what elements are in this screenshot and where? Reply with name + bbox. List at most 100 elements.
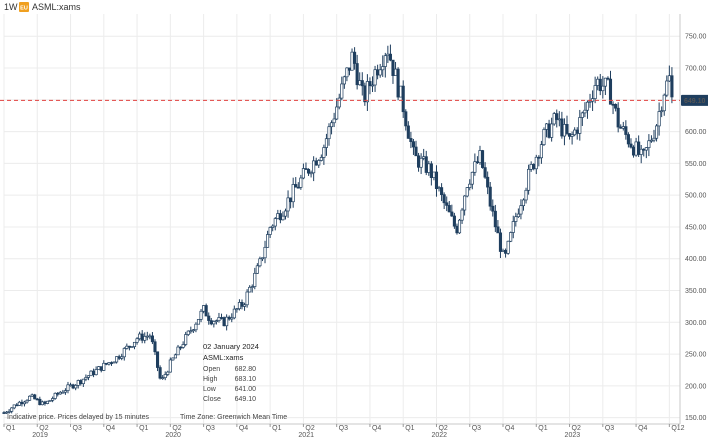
y-tick-label: 750.00 [685, 34, 707, 41]
x-tick-label: 2 [681, 425, 685, 432]
candle-body [555, 113, 559, 120]
candle-body [409, 138, 413, 143]
y-tick-label: 150.00 [685, 415, 707, 422]
candle-body [266, 234, 270, 248]
candle-body [424, 156, 428, 173]
x-tick-label: Q2 [438, 425, 447, 432]
candle-body [557, 118, 561, 121]
tooltip-high-label: High [203, 376, 218, 383]
candle-body [168, 359, 172, 373]
candle-body [516, 213, 520, 218]
candle-body [145, 335, 149, 338]
candle-body [281, 215, 285, 221]
candle-body [470, 171, 474, 185]
tooltip-date: 02 January 2024 [203, 342, 259, 351]
candle-body [391, 59, 395, 76]
candle-body [383, 55, 387, 67]
x-tick-label: Q1 [671, 425, 680, 432]
candle-body [38, 398, 42, 406]
candle-body [278, 213, 282, 221]
candle-body [347, 67, 352, 71]
tooltip-close-label: Close [203, 396, 221, 403]
candle-body [289, 197, 293, 203]
candle-body [322, 147, 326, 158]
candle-body [655, 125, 659, 139]
candle-body [381, 66, 385, 71]
candle-body [66, 384, 70, 391]
candle-body [639, 148, 643, 155]
candle-body [22, 401, 27, 405]
candle-body [48, 399, 52, 402]
candle-body [153, 341, 157, 353]
candle-body [250, 286, 254, 288]
candle-body [463, 195, 467, 211]
candle-body [404, 111, 408, 127]
chart-header: 1W EU ASML:xams [4, 2, 81, 12]
x-tick-label: Q3 [206, 425, 215, 432]
candle-body [191, 329, 195, 332]
candle-body [99, 366, 103, 371]
candle-body [268, 227, 272, 235]
candle-body [498, 232, 503, 252]
candle-body [79, 380, 83, 385]
symbol-label[interactable]: ASML:xams [32, 2, 81, 12]
chart-footer: Indicative price. Prices delayed by 15 m… [7, 414, 287, 421]
y-tick-label: 700.00 [685, 66, 707, 73]
candle-body [491, 205, 495, 212]
candle-body [524, 189, 528, 201]
candle-body [537, 156, 541, 159]
x-axis: Q1 Q2 Q3 Q4 Q1 Q2 Q3 Q4 Q1 Q2 Q3 Q4 Q1 Q2 Q3 Q4 Q1 Q2 Q3 Q4… [3, 424, 685, 438]
candle-body [460, 209, 464, 221]
candle-body [230, 317, 234, 320]
candle-body [465, 187, 469, 197]
candle-body [388, 53, 392, 61]
x-tick-label: Q4 [372, 425, 381, 432]
candle-body [163, 374, 167, 379]
candle-body [235, 308, 239, 311]
candlestick-series [2, 44, 674, 414]
candle-body [368, 81, 372, 87]
candle-body [291, 184, 295, 203]
candle-body [317, 160, 321, 166]
candle-body [496, 226, 500, 234]
x-tick-label: Q4 [106, 425, 115, 432]
candle-body [539, 144, 543, 159]
candle-body [112, 361, 116, 364]
candle-body [660, 110, 664, 113]
ohlc-tooltip: 02 January 2024 ASML:xams Open 682.80 Hi… [203, 342, 259, 403]
y-tick-label: 200.00 [685, 383, 707, 390]
candle-body [150, 335, 154, 343]
x-tick-label: Q1 [139, 425, 148, 432]
candle-body [273, 218, 277, 227]
candle-body [299, 177, 303, 188]
candle-body [376, 69, 380, 76]
candle-body [455, 225, 459, 234]
candle-body [171, 357, 175, 361]
candle-body [411, 141, 415, 148]
candle-body [363, 85, 367, 103]
candle-body [511, 221, 515, 233]
tooltip-symbol: ASML:xams [203, 353, 244, 362]
candle-body [155, 351, 160, 368]
candle-body [550, 123, 554, 138]
candle-body [330, 122, 334, 128]
candle-body [386, 53, 390, 57]
candle-body [473, 161, 477, 173]
candle-body [248, 286, 252, 293]
candle-body [294, 184, 298, 188]
candle-body [393, 68, 398, 76]
candle-body [529, 163, 533, 170]
candle-body [422, 156, 426, 159]
candle-body [102, 362, 106, 371]
candle-body [61, 391, 65, 394]
candle-body [245, 291, 249, 306]
x-tick-label: Q1 [538, 425, 547, 432]
x-tick-label: Q1 [405, 425, 414, 432]
interval-label[interactable]: 1W [4, 2, 18, 12]
x-tick-label: Q3 [472, 425, 481, 432]
candle-body [378, 69, 382, 76]
x-tick-label: Q1 [6, 425, 15, 432]
